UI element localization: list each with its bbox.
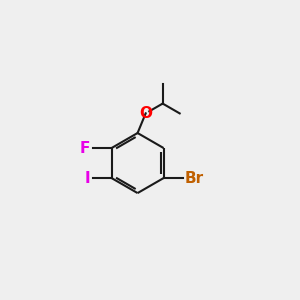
Text: Br: Br: [185, 171, 204, 186]
Text: I: I: [85, 171, 90, 186]
Text: F: F: [80, 140, 90, 155]
Text: O: O: [139, 106, 152, 121]
